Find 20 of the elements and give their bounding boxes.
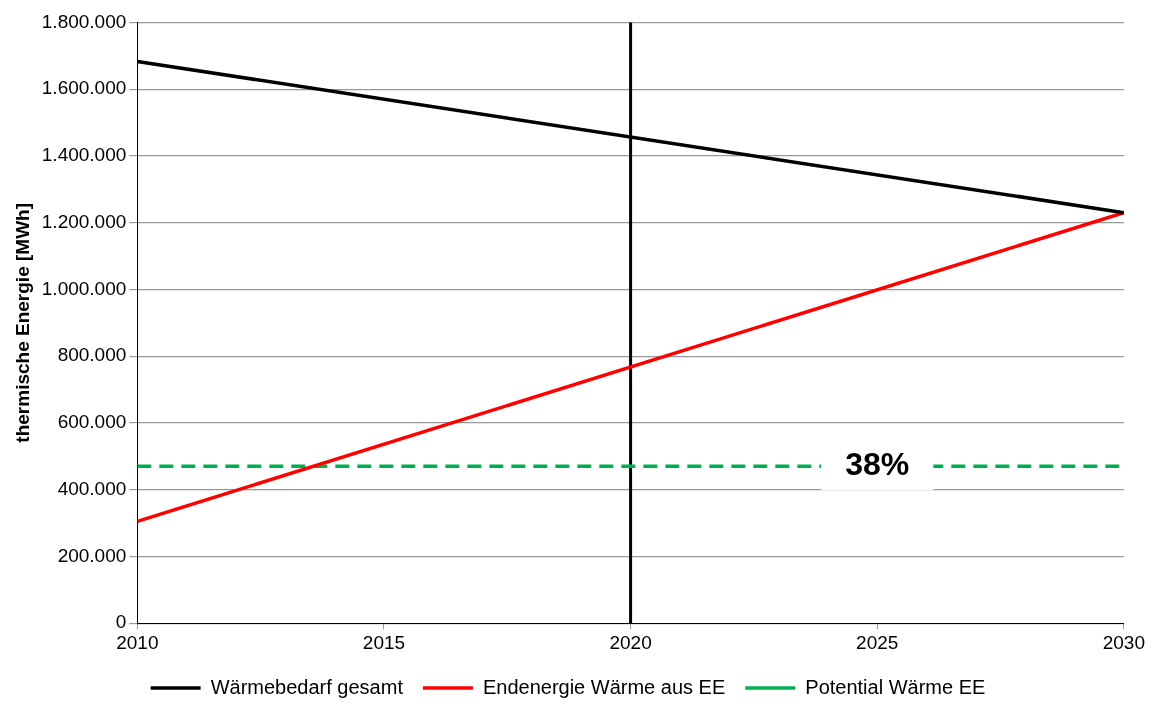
legend-label: Wärmebedarf gesamt [210, 675, 404, 698]
y-tick-label: 1.600.000 [41, 77, 127, 99]
x-tick-label: 2015 [362, 631, 406, 653]
x-tick-label: 2010 [116, 631, 159, 653]
x-tick-label: 2030 [1102, 631, 1146, 653]
y-tick-label: 1.200.000 [41, 210, 127, 232]
y-tick-label: 0 [115, 611, 127, 633]
y-tick-label: 1.000.000 [41, 277, 127, 299]
y-tick-label: 1.800.000 [41, 10, 127, 32]
y-tick-label: 1.400.000 [41, 144, 127, 166]
x-tick-label: 2020 [609, 631, 652, 653]
annotation: 38% [845, 446, 910, 483]
legend-label: Potential Wärme EE [805, 675, 986, 698]
y-axis-title: thermische Energie [MWh] [11, 202, 33, 443]
y-tick-label: 800.000 [57, 344, 127, 366]
x-tick-label: 2025 [856, 631, 899, 653]
legend-label: Endenergie Wärme aus EE [482, 675, 726, 698]
y-tick-label: 400.000 [57, 477, 127, 499]
y-tick-label: 600.000 [57, 411, 127, 433]
y-tick-label: 200.000 [57, 544, 127, 566]
